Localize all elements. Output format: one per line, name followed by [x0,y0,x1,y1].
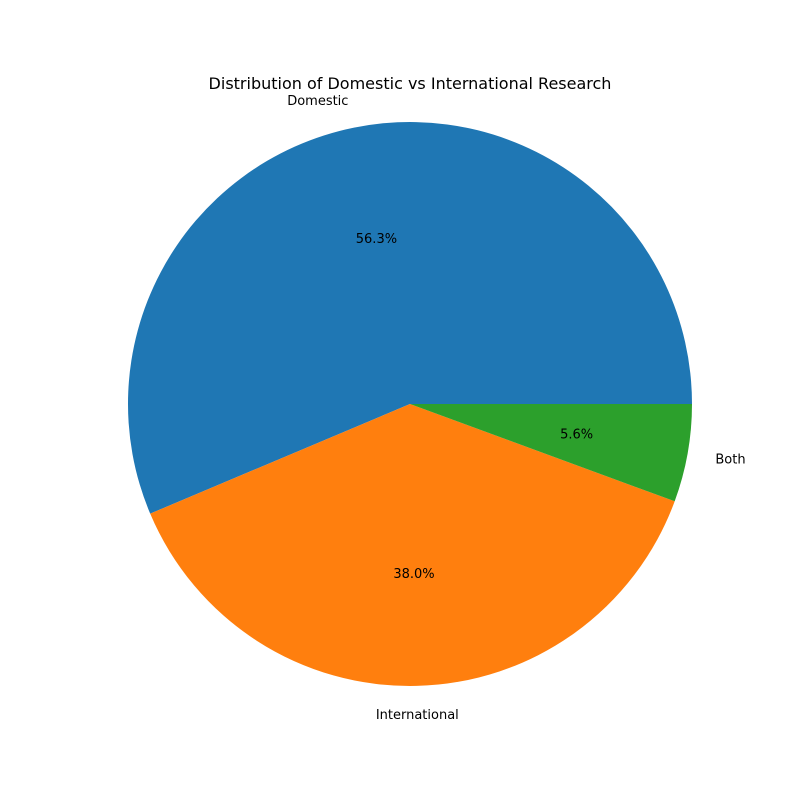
chart-title: Distribution of Domestic vs Internationa… [209,74,612,93]
slice-label-international: International [376,708,459,723]
slice-percent-domestic: 56.3% [356,232,397,247]
pie-labels: Domestic 56.3% International 38.0% Both 5.6% [287,94,745,723]
slice-percent-international: 38.0% [393,567,434,582]
pie-slices [127,121,693,686]
slice-label-domestic: Domestic [287,94,348,109]
pie-slice-both [410,404,692,502]
slice-percent-both: 5.6% [560,428,593,443]
pie-slice-international [150,404,675,686]
slice-label-both: Both [715,452,745,467]
pie-slice-domestic [127,121,693,514]
